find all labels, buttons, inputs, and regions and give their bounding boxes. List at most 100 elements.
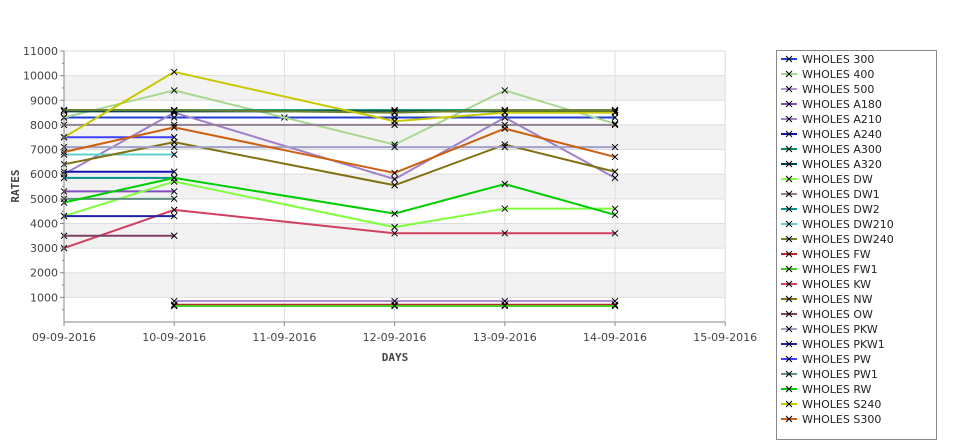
y-tick-label: 9000: [30, 94, 58, 107]
data-point-marker: [170, 206, 178, 214]
legend-label: WHOLES PKW1: [802, 338, 885, 351]
legend-label: WHOLES NW: [802, 293, 873, 306]
legend-marker-icon: [781, 400, 797, 408]
x-axis-label: DAYS: [382, 351, 409, 364]
x-tick-label: 09-09-2016: [32, 331, 96, 344]
data-point-marker: [611, 168, 619, 176]
data-point-marker: [501, 87, 509, 94]
y-tick-label: 8000: [30, 119, 58, 132]
data-point-marker: [501, 205, 509, 213]
legend-marker-icon: [781, 385, 797, 393]
data-point-marker: [611, 205, 619, 213]
legend-marker-icon: [781, 325, 797, 333]
legend-marker-icon: [781, 100, 797, 108]
data-point-marker: [501, 302, 509, 310]
y-tick-label: 11000: [23, 45, 58, 58]
legend-marker-icon: [781, 115, 797, 123]
legend-label: WHOLES 500: [802, 83, 875, 96]
legend-label: WHOLES PW1: [802, 368, 878, 381]
legend-label: WHOLES PW: [802, 353, 871, 366]
legend-label: WHOLES A180: [802, 98, 882, 111]
data-point-marker: [170, 124, 178, 131]
legend-label: WHOLES DW2: [802, 203, 880, 216]
legend-marker-icon: [781, 370, 797, 378]
data-point-marker: [170, 87, 178, 94]
data-point-marker: [611, 114, 619, 121]
data-point-marker: [611, 211, 619, 219]
y-tick-label: 7000: [30, 144, 58, 157]
legend-label: WHOLES KW: [802, 278, 872, 291]
legend-marker-icon: [781, 310, 797, 318]
data-point-marker: [170, 114, 178, 121]
data-point-marker: [170, 174, 178, 182]
data-point-marker: [170, 195, 178, 203]
legend-label: WHOLES A300: [802, 143, 882, 156]
legend-marker-icon: [781, 250, 797, 258]
x-tick-label: 13-09-2016: [473, 331, 537, 344]
legend-marker-icon: [781, 355, 797, 363]
legend-marker-icon: [781, 85, 797, 93]
legend-marker-icon: [781, 160, 797, 168]
y-tick-label: 2000: [30, 267, 58, 280]
data-point-marker: [611, 229, 619, 237]
legend-label: WHOLES A240: [802, 128, 882, 141]
data-point-marker: [170, 168, 178, 176]
legend-label: WHOLES DW: [802, 173, 873, 186]
legend-marker-icon: [781, 235, 797, 243]
legend-marker-icon: [781, 190, 797, 198]
legend-label: WHOLES S240: [802, 398, 882, 411]
line-chart: 1000 2000 3000 4000 5000 6000 7000 8000 9000 1000…: [9, 45, 757, 364]
legend-marker-icon: [781, 145, 797, 153]
legend-label: WHOLES DW1: [802, 188, 880, 201]
data-point-marker: [170, 232, 178, 240]
legend-label: WHOLES A210: [802, 113, 882, 126]
data-point-marker: [501, 180, 509, 188]
x-tick-label: 15-09-2016: [693, 331, 757, 344]
legend-marker-icon: [781, 295, 797, 303]
y-tick-label: 10000: [23, 70, 58, 83]
legend-label: WHOLES FW1: [802, 263, 878, 276]
legend-label: WHOLES 400: [802, 68, 875, 81]
legend-marker-icon: [781, 265, 797, 273]
y-tick-label: 6000: [30, 168, 58, 181]
data-point-marker: [391, 175, 398, 183]
data-point-marker: [170, 138, 178, 146]
legend-label: WHOLES A320: [802, 158, 882, 171]
legend-label: WHOLES DW210: [802, 218, 894, 231]
data-point-marker: [611, 143, 619, 151]
data-point-marker: [501, 143, 509, 151]
legend-marker-icon: [781, 55, 797, 63]
y-tick-label: 5000: [30, 193, 58, 206]
legend-marker-icon: [781, 220, 797, 228]
legend-marker-icon: [781, 175, 797, 183]
legend-marker-icon: [781, 130, 797, 138]
legend-marker-icon: [781, 340, 797, 348]
legend-marker-icon: [781, 280, 797, 288]
data-point-marker: [170, 302, 178, 310]
data-point-marker: [501, 125, 509, 132]
x-tick-label: 11-09-2016: [252, 331, 316, 344]
data-point-marker: [611, 302, 619, 310]
legend-label: WHOLES S300: [802, 413, 882, 426]
legend-marker-icon: [781, 205, 797, 213]
data-point-marker: [611, 121, 619, 129]
data-point-marker: [391, 302, 398, 310]
data-point-marker: [391, 109, 398, 116]
legend-label: WHOLES DW240: [802, 233, 894, 246]
legend-marker-icon: [781, 70, 797, 78]
data-point-marker: [170, 151, 178, 158]
legend-marker-icon: [781, 415, 797, 423]
x-tick-label: 10-09-2016: [142, 331, 206, 344]
data-point-marker: [391, 117, 398, 125]
data-point-marker: [170, 106, 178, 114]
data-point-marker: [170, 143, 178, 151]
y-axis-label: RATES: [9, 169, 22, 202]
legend-label: WHOLES FW: [802, 248, 871, 261]
legend: WHOLES 300 WHOLES 400 WHOLES 500 WHOLES A18…: [776, 50, 937, 440]
data-point-marker: [391, 181, 398, 189]
data-point-marker: [391, 143, 398, 151]
data-point-marker: [391, 210, 398, 217]
data-point-marker: [170, 188, 178, 195]
x-tick-label: 12-09-2016: [363, 331, 427, 344]
x-tick-label: 14-09-2016: [583, 331, 647, 344]
